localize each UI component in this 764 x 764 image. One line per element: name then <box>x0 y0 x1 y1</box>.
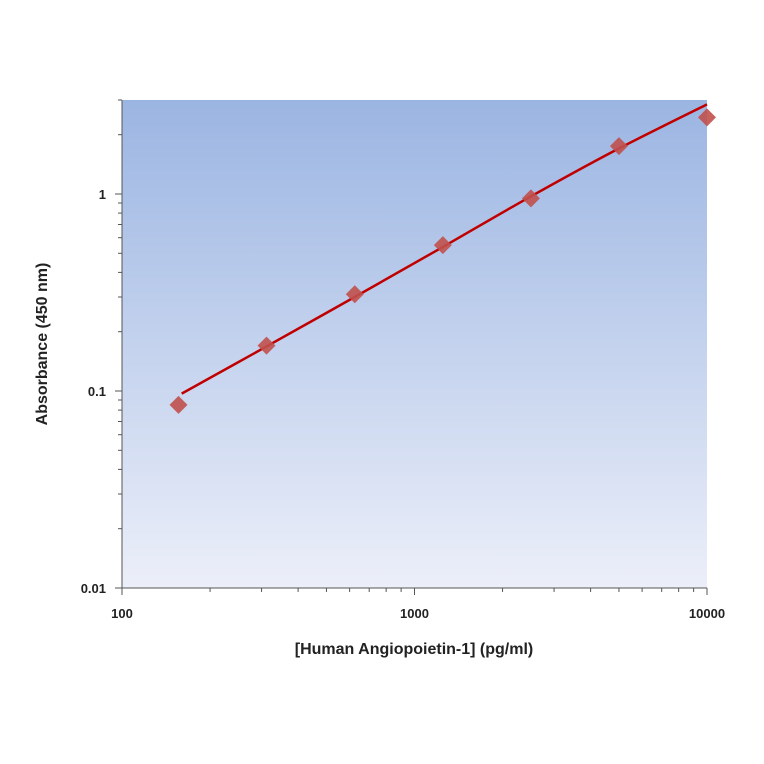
data-point <box>433 236 452 255</box>
x-tick-label: 10000 <box>689 606 725 621</box>
tick-labels-group: 100 1000 10000 0.01 0.1 1 <box>81 187 725 621</box>
axes <box>115 99 708 595</box>
x-tick-label: 100 <box>111 606 133 621</box>
y-tick-label: 1 <box>99 187 106 202</box>
plot-area <box>122 100 707 588</box>
y-axis-title: Absorbance (450 nm) <box>34 263 51 426</box>
data-point <box>169 395 188 414</box>
data-point <box>521 189 540 208</box>
data-point <box>698 108 716 127</box>
x-tick-label: 1000 <box>400 606 429 621</box>
data-point <box>257 336 276 355</box>
data-point <box>345 285 364 304</box>
x-axis-title: [Human Angiopoietin-1] (pg/ml) <box>295 641 533 658</box>
y-tick-label: 0.01 <box>81 581 106 596</box>
y-tick-label: 0.1 <box>88 384 106 399</box>
data-points-group <box>169 108 716 414</box>
data-point <box>609 137 628 156</box>
